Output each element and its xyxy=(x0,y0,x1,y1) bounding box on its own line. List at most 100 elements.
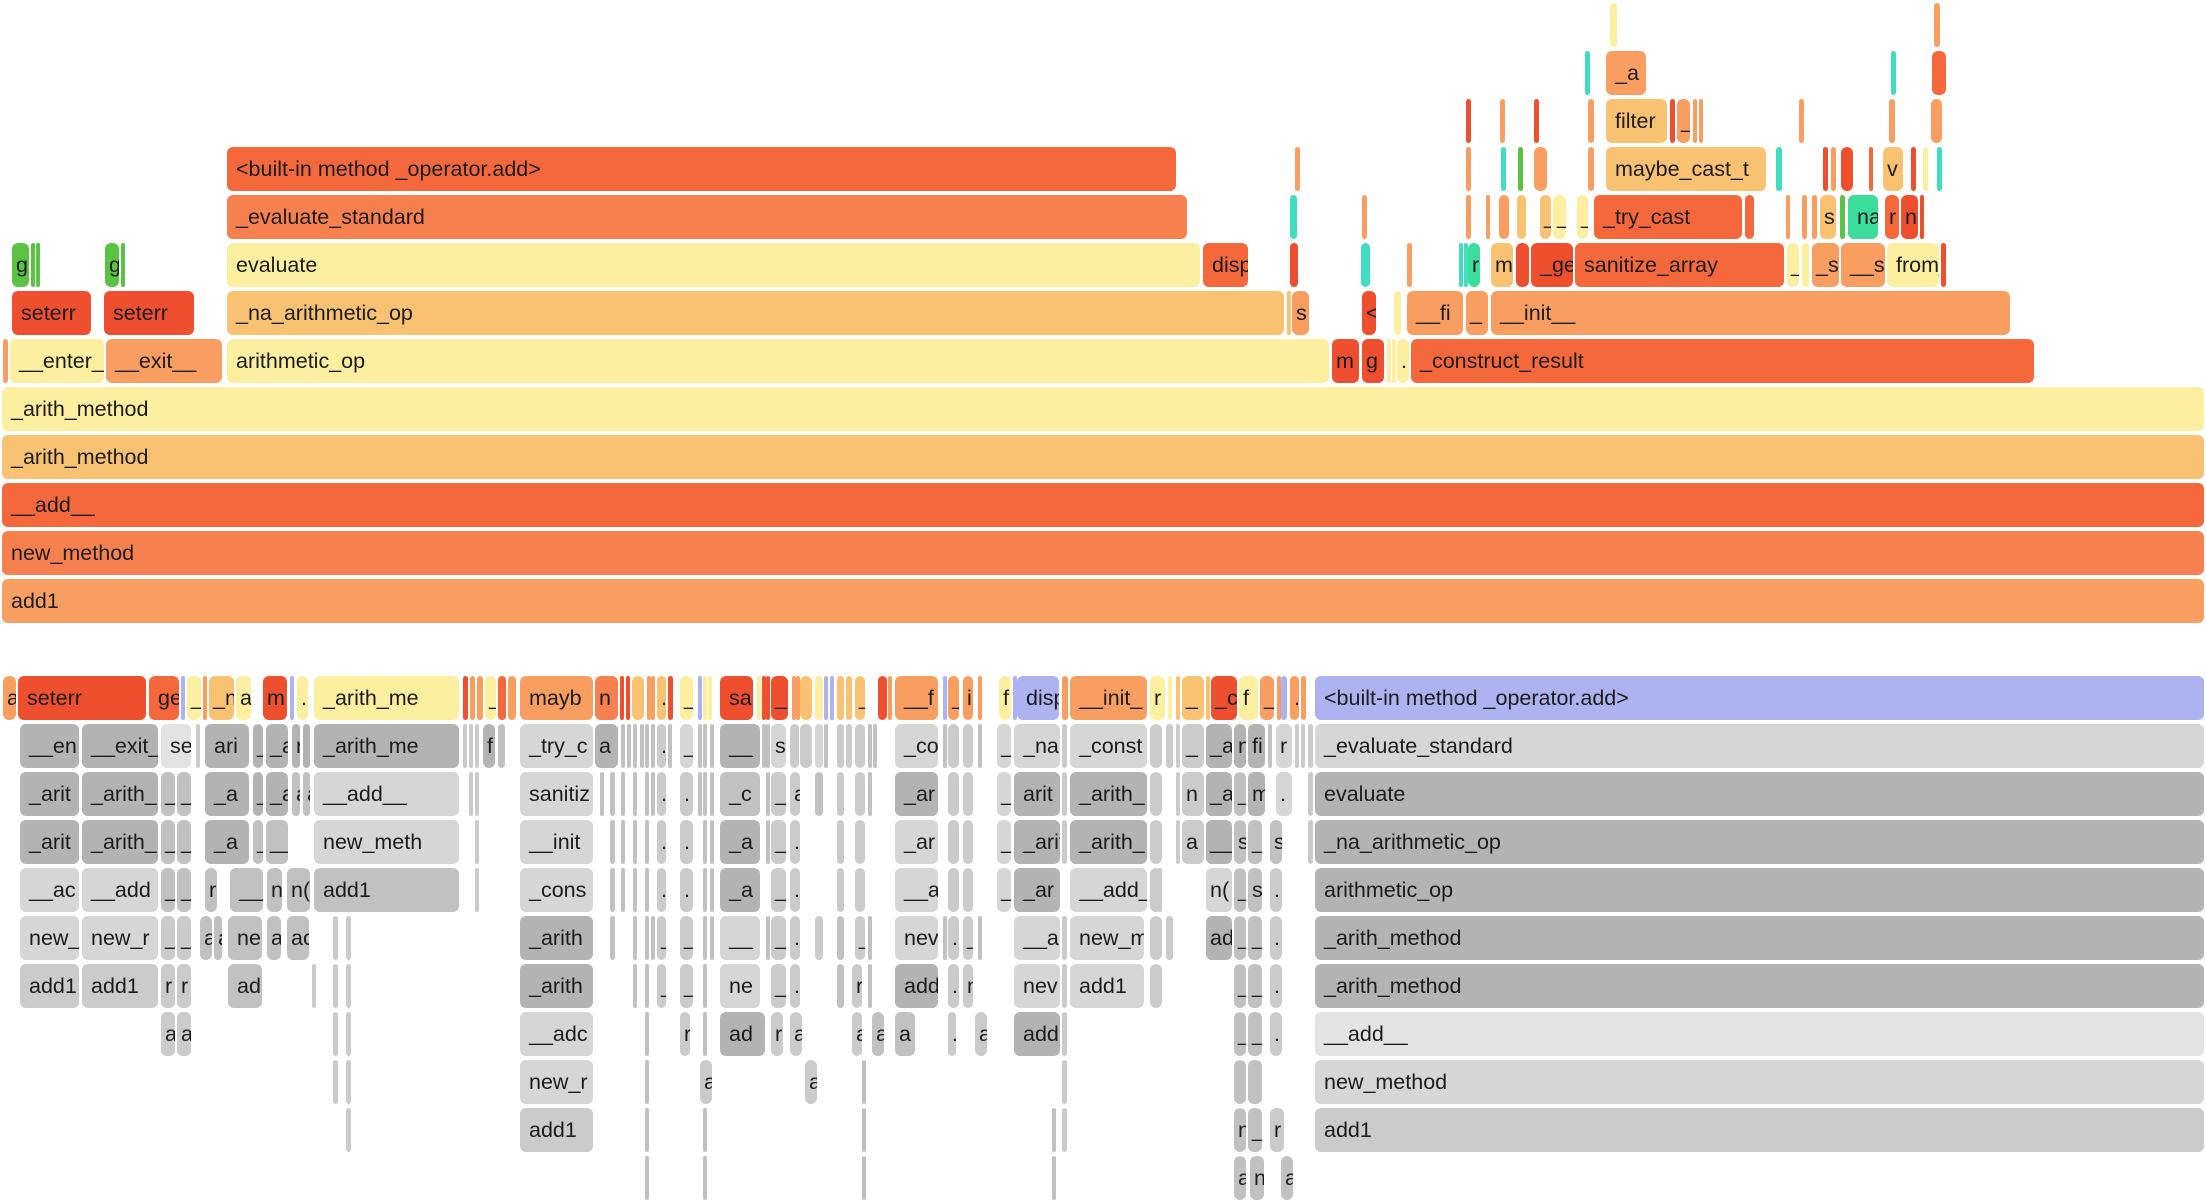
caller-frame[interactable]: _cons xyxy=(520,868,593,912)
caller-frame[interactable]: _ xyxy=(177,868,191,912)
caller-frame[interactable]: __a xyxy=(1014,916,1060,960)
caller-frame[interactable] xyxy=(846,724,852,768)
caller-frame[interactable] xyxy=(710,916,714,960)
call-stack-frame[interactable]: _arith_method xyxy=(2,387,2204,431)
call-stack-frame[interactable] xyxy=(1889,99,1895,143)
caller-frame[interactable] xyxy=(633,772,637,816)
caller-frame[interactable]: sanitiz xyxy=(520,772,593,816)
caller-frame[interactable] xyxy=(862,1060,866,1104)
caller-frame[interactable]: _co xyxy=(895,724,938,768)
caller-frame[interactable]: __ xyxy=(266,820,288,864)
call-stack-frame[interactable] xyxy=(1295,147,1300,191)
caller-frame[interactable]: r xyxy=(1276,724,1292,768)
caller-frame[interactable]: add1 xyxy=(314,868,459,912)
caller-frame[interactable] xyxy=(1166,724,1173,768)
call-stack-frame[interactable]: . xyxy=(1397,339,1409,383)
function-header-frame[interactable]: __f xyxy=(895,676,938,720)
call-stack-frame[interactable] xyxy=(1290,243,1298,287)
function-header-frame[interactable]: ge xyxy=(149,676,179,720)
function-header-frame[interactable]: __init_ xyxy=(1070,676,1147,720)
call-stack-frame[interactable]: arithmetic_op xyxy=(227,339,1329,383)
caller-frame[interactable]: s xyxy=(771,724,786,768)
caller-frame[interactable]: . xyxy=(948,916,959,960)
caller-frame[interactable] xyxy=(640,724,644,768)
function-header-frame[interactable] xyxy=(508,676,516,720)
function-header-frame[interactable] xyxy=(878,676,887,720)
function-header-frame[interactable]: _ xyxy=(771,676,788,720)
caller-frame[interactable] xyxy=(1052,1156,1056,1200)
call-stack-frame[interactable]: n xyxy=(1901,195,1918,239)
caller-frame[interactable]: s xyxy=(1270,820,1282,864)
call-stack-frame[interactable]: _evaluate_standard xyxy=(227,195,1187,239)
caller-frame[interactable]: _ xyxy=(253,772,263,816)
caller-frame[interactable]: _ xyxy=(161,820,175,864)
caller-frame[interactable] xyxy=(1176,772,1180,816)
caller-frame[interactable] xyxy=(346,1060,351,1104)
caller-frame[interactable] xyxy=(1301,724,1305,768)
caller-frame[interactable]: s xyxy=(1248,868,1262,912)
caller-frame[interactable] xyxy=(963,820,973,864)
caller-frame[interactable] xyxy=(312,964,316,1008)
caller-frame[interactable] xyxy=(837,820,844,864)
call-stack-frame[interactable] xyxy=(1802,243,1809,287)
caller-frame[interactable]: n xyxy=(1234,724,1246,768)
caller-frame[interactable] xyxy=(1158,868,1162,912)
call-stack-frame[interactable] xyxy=(1941,243,1946,287)
caller-frame[interactable]: new_r xyxy=(82,916,158,960)
caller-frame[interactable]: _ar xyxy=(895,772,938,816)
caller-frame[interactable]: . xyxy=(680,868,693,912)
caller-frame[interactable] xyxy=(610,868,615,912)
function-header-frame[interactable]: . xyxy=(1290,676,1299,720)
call-stack-frame[interactable] xyxy=(1516,243,1529,287)
caller-frame[interactable]: _a xyxy=(1206,772,1232,816)
function-header-frame[interactable]: disp xyxy=(1017,676,1059,720)
caller-frame[interactable] xyxy=(837,772,844,816)
call-stack-frame[interactable]: r xyxy=(1468,243,1480,287)
call-stack-frame[interactable] xyxy=(1361,243,1370,287)
call-stack-frame[interactable] xyxy=(1932,51,1946,95)
caller-frame[interactable]: _ xyxy=(1234,916,1246,960)
caller-frame[interactable]: . xyxy=(948,964,959,1008)
caller-frame[interactable] xyxy=(703,868,707,912)
caller-frame[interactable] xyxy=(475,724,479,768)
caller-frame[interactable] xyxy=(703,1108,707,1152)
call-stack-frame[interactable] xyxy=(1776,147,1782,191)
call-stack-frame[interactable]: new_method xyxy=(2,531,2204,575)
call-stack-frame[interactable]: evaluate xyxy=(227,243,1200,287)
caller-frame[interactable]: add1 xyxy=(1070,964,1144,1008)
call-stack-frame[interactable] xyxy=(1934,3,1940,47)
caller-frame[interactable]: _ xyxy=(253,724,263,768)
function-header-frame[interactable]: . xyxy=(657,676,666,720)
call-stack-frame[interactable] xyxy=(3,339,8,383)
caller-frame[interactable]: __add__ xyxy=(1315,1012,2204,1056)
function-header-frame[interactable] xyxy=(647,676,651,720)
call-stack-frame[interactable]: g xyxy=(12,243,29,287)
caller-frame[interactable]: _arit xyxy=(1014,820,1060,864)
caller-frame[interactable]: n xyxy=(963,964,973,1008)
caller-frame[interactable] xyxy=(815,772,823,816)
caller-frame[interactable] xyxy=(963,724,973,768)
caller-frame[interactable]: . xyxy=(790,820,800,864)
call-stack-frame[interactable] xyxy=(1466,195,1471,239)
caller-frame[interactable] xyxy=(303,724,310,768)
caller-frame[interactable] xyxy=(475,820,479,864)
caller-frame[interactable]: a xyxy=(177,1012,191,1056)
call-stack-frame[interactable]: g xyxy=(105,243,119,287)
call-stack-frame[interactable] xyxy=(1610,3,1617,47)
call-stack-frame[interactable]: __enter__ xyxy=(10,339,104,383)
caller-frame[interactable] xyxy=(346,964,351,1008)
caller-frame[interactable]: __add xyxy=(82,868,158,912)
call-stack-frame[interactable] xyxy=(1840,195,1845,239)
caller-frame[interactable] xyxy=(766,772,770,816)
caller-frame[interactable]: a xyxy=(852,1012,862,1056)
caller-frame[interactable] xyxy=(1308,772,1313,816)
caller-frame[interactable]: _ xyxy=(771,964,786,1008)
caller-frame[interactable] xyxy=(855,724,865,768)
caller-frame[interactable] xyxy=(1062,724,1067,768)
caller-frame[interactable]: ari xyxy=(205,724,249,768)
function-header-frame[interactable] xyxy=(796,676,800,720)
caller-frame[interactable]: n xyxy=(1250,1156,1264,1200)
caller-frame[interactable] xyxy=(621,868,625,912)
caller-frame[interactable] xyxy=(790,724,799,768)
caller-frame[interactable]: a xyxy=(975,1012,987,1056)
